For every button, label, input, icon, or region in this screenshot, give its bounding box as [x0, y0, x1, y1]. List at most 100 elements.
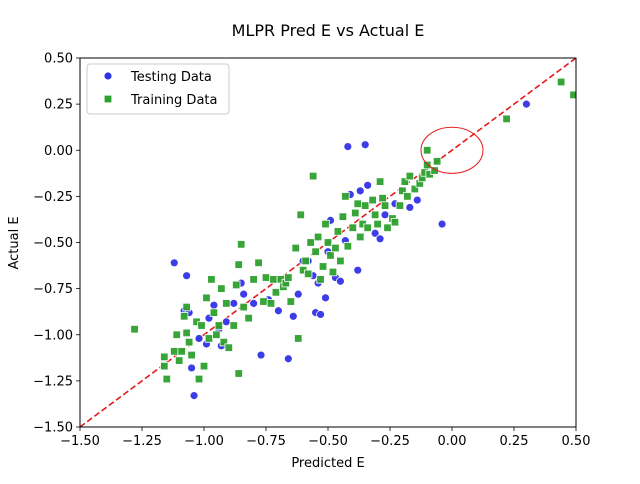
testing-data-point — [239, 289, 249, 299]
training-data-point — [174, 356, 184, 365]
training-data-point — [308, 171, 318, 181]
x-tick-label: 0.50 — [562, 434, 591, 449]
training-data-point — [182, 328, 191, 338]
training-data-point — [291, 243, 300, 253]
training-data-point — [348, 223, 357, 232]
training-data-point — [187, 350, 196, 360]
x-tick-label: −1.00 — [184, 434, 224, 449]
training-data-point — [502, 114, 511, 124]
training-data-point — [212, 330, 221, 339]
training-data-point — [160, 352, 169, 362]
chart-title: MLPR Pred E vs Actual E — [232, 21, 425, 40]
y-tick-label: −0.75 — [33, 282, 73, 297]
training-data-point — [179, 312, 189, 321]
testing-data-point — [355, 186, 365, 196]
training-data-point — [261, 273, 271, 282]
training-data-point — [313, 232, 323, 242]
series-1 — [169, 99, 531, 401]
testing-data-point — [375, 234, 385, 244]
x-tick-label: −1.50 — [60, 434, 100, 449]
testing-data-point — [316, 310, 325, 319]
training-data-point — [341, 192, 350, 201]
training-data-point — [249, 275, 258, 284]
y-tick-label: 0.00 — [44, 144, 73, 159]
training-data-point — [328, 267, 338, 277]
training-data-point — [331, 243, 340, 253]
training-data-point — [321, 219, 330, 229]
training-data-point — [222, 299, 231, 308]
training-data-point — [368, 195, 377, 205]
legend-marker-training — [103, 94, 113, 104]
y-tick-label: 0.25 — [44, 98, 73, 113]
training-data-point — [422, 146, 432, 155]
testing-data-point — [343, 142, 353, 151]
training-data-point — [395, 201, 405, 210]
training-data-point — [197, 321, 206, 330]
training-data-point — [234, 369, 243, 378]
testing-data-point — [194, 334, 204, 343]
legend-box — [86, 63, 230, 115]
testing-data-point — [335, 276, 345, 286]
training-data-point — [294, 334, 303, 343]
testing-data-point — [412, 195, 422, 205]
testing-data-point — [360, 140, 370, 150]
training-data-point — [316, 275, 325, 284]
training-data-point — [370, 210, 380, 220]
x-tick-label: −1.25 — [122, 434, 162, 449]
training-data-point — [214, 321, 224, 330]
x-tick-label: −0.25 — [370, 434, 410, 449]
training-data-point — [209, 308, 219, 317]
y-tick-label: −0.25 — [33, 190, 73, 205]
training-data-point — [356, 232, 365, 242]
training-data-point — [398, 186, 407, 196]
testing-data-point — [437, 219, 447, 229]
testing-data-point — [182, 271, 192, 281]
training-data-point — [375, 177, 385, 186]
training-data-point — [378, 194, 387, 203]
training-data-point — [269, 275, 278, 284]
training-data-point — [303, 269, 313, 279]
training-data-point — [234, 260, 243, 269]
training-data-point — [422, 160, 432, 170]
training-data-point — [239, 302, 248, 312]
testing-data-point — [283, 354, 293, 364]
x-axis-label: Predicted E — [291, 456, 364, 471]
training-data-point — [244, 313, 253, 323]
testing-data-point — [249, 298, 259, 308]
training-data-point — [318, 262, 328, 271]
testing-data-point — [288, 311, 298, 321]
training-data-point — [286, 297, 295, 306]
training-data-point — [202, 293, 211, 303]
training-data-point — [405, 171, 415, 181]
training-data-point — [403, 192, 412, 201]
training-data-point — [160, 361, 169, 371]
training-data-point — [301, 256, 310, 266]
training-data-point — [199, 361, 209, 371]
training-data-point — [336, 256, 345, 266]
training-data-point — [229, 321, 238, 330]
training-data-point — [383, 223, 392, 232]
training-data-point — [323, 238, 333, 247]
x-tick-label: 0.00 — [438, 434, 467, 449]
training-data-point — [338, 212, 348, 221]
testing-data-point — [169, 258, 179, 268]
training-data-point — [333, 227, 343, 236]
testing-data-point — [189, 391, 199, 401]
testing-data-point — [273, 306, 283, 316]
training-data-point — [207, 275, 216, 284]
training-data-point — [360, 201, 370, 210]
training-data-point — [353, 199, 362, 208]
training-data-point — [311, 247, 320, 256]
annotation-ellipse — [420, 126, 484, 174]
training-data-point — [284, 273, 293, 282]
training-data-point — [130, 325, 139, 334]
training-data-point — [162, 374, 171, 384]
training-data-point — [390, 218, 400, 227]
training-data-point — [236, 240, 246, 249]
training-data-point — [259, 297, 268, 306]
training-data-point — [556, 77, 566, 87]
training-data-point — [217, 284, 226, 293]
training-data-point — [172, 330, 181, 339]
